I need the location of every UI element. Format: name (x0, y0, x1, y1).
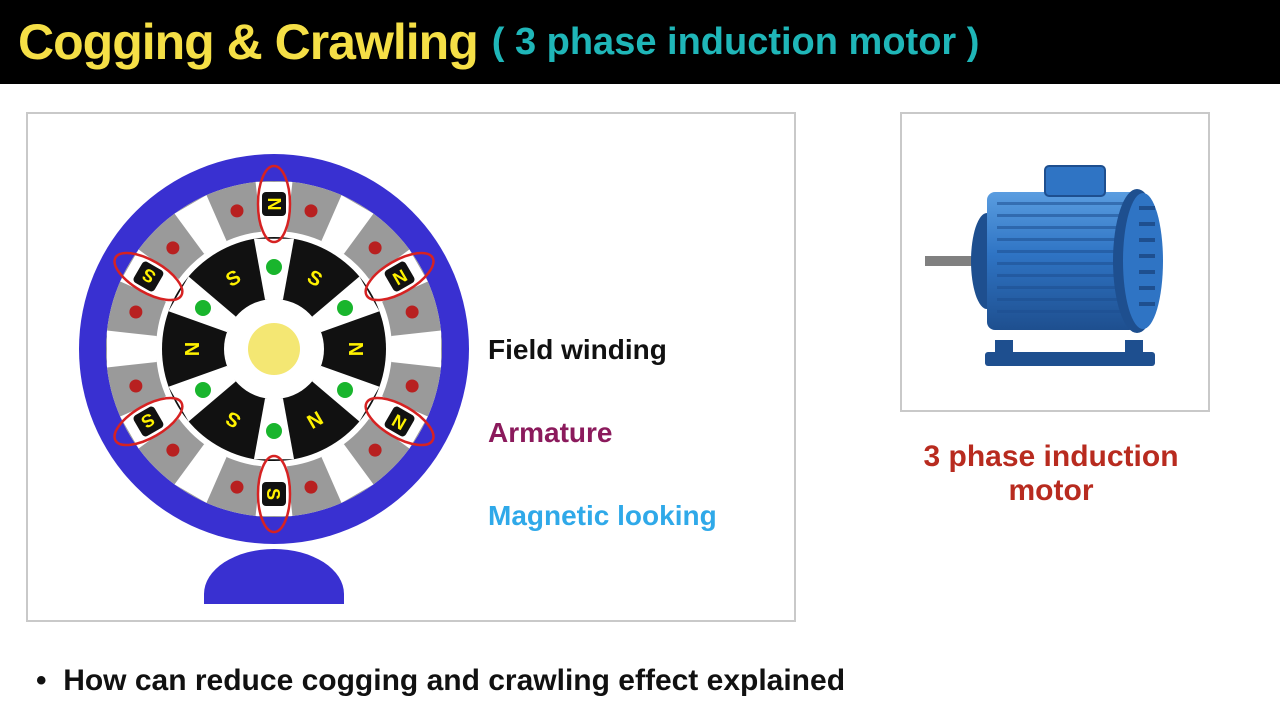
bullet-icon: • (36, 664, 47, 697)
legend: Field winding Armature Magnetic looking (488, 314, 717, 562)
svg-text:S: S (263, 488, 283, 500)
motor-illustration (915, 132, 1195, 392)
title-main: Cogging & Crawling (18, 13, 478, 71)
legend-magnetic-looking: Magnetic looking (488, 480, 717, 553)
legend-field-winding: Field winding (488, 314, 717, 387)
bottom-bullet-text: • How can reduce cogging and crawling ef… (36, 664, 845, 698)
cross-section-panel: SNNSNSNNNSSS Field winding Armature Magn… (26, 112, 796, 622)
motor-image-panel (900, 112, 1210, 412)
legend-armature: Armature (488, 397, 717, 470)
motor-cross-section-diagram: SNNSNSNNNSSS (64, 134, 494, 614)
title-header: Cogging & Crawling ( 3 phase induction m… (0, 0, 1280, 84)
svg-text:N: N (265, 198, 285, 211)
svg-text:N: N (344, 342, 366, 356)
motor-caption: 3 phase induction motor (886, 440, 1216, 508)
svg-text:N: N (182, 342, 204, 356)
bottom-text-content: How can reduce cogging and crawling effe… (63, 664, 845, 697)
content-area: SNNSNSNNNSSS Field winding Armature Magn… (0, 84, 1280, 654)
title-subtitle: ( 3 phase induction motor ) (492, 21, 980, 64)
